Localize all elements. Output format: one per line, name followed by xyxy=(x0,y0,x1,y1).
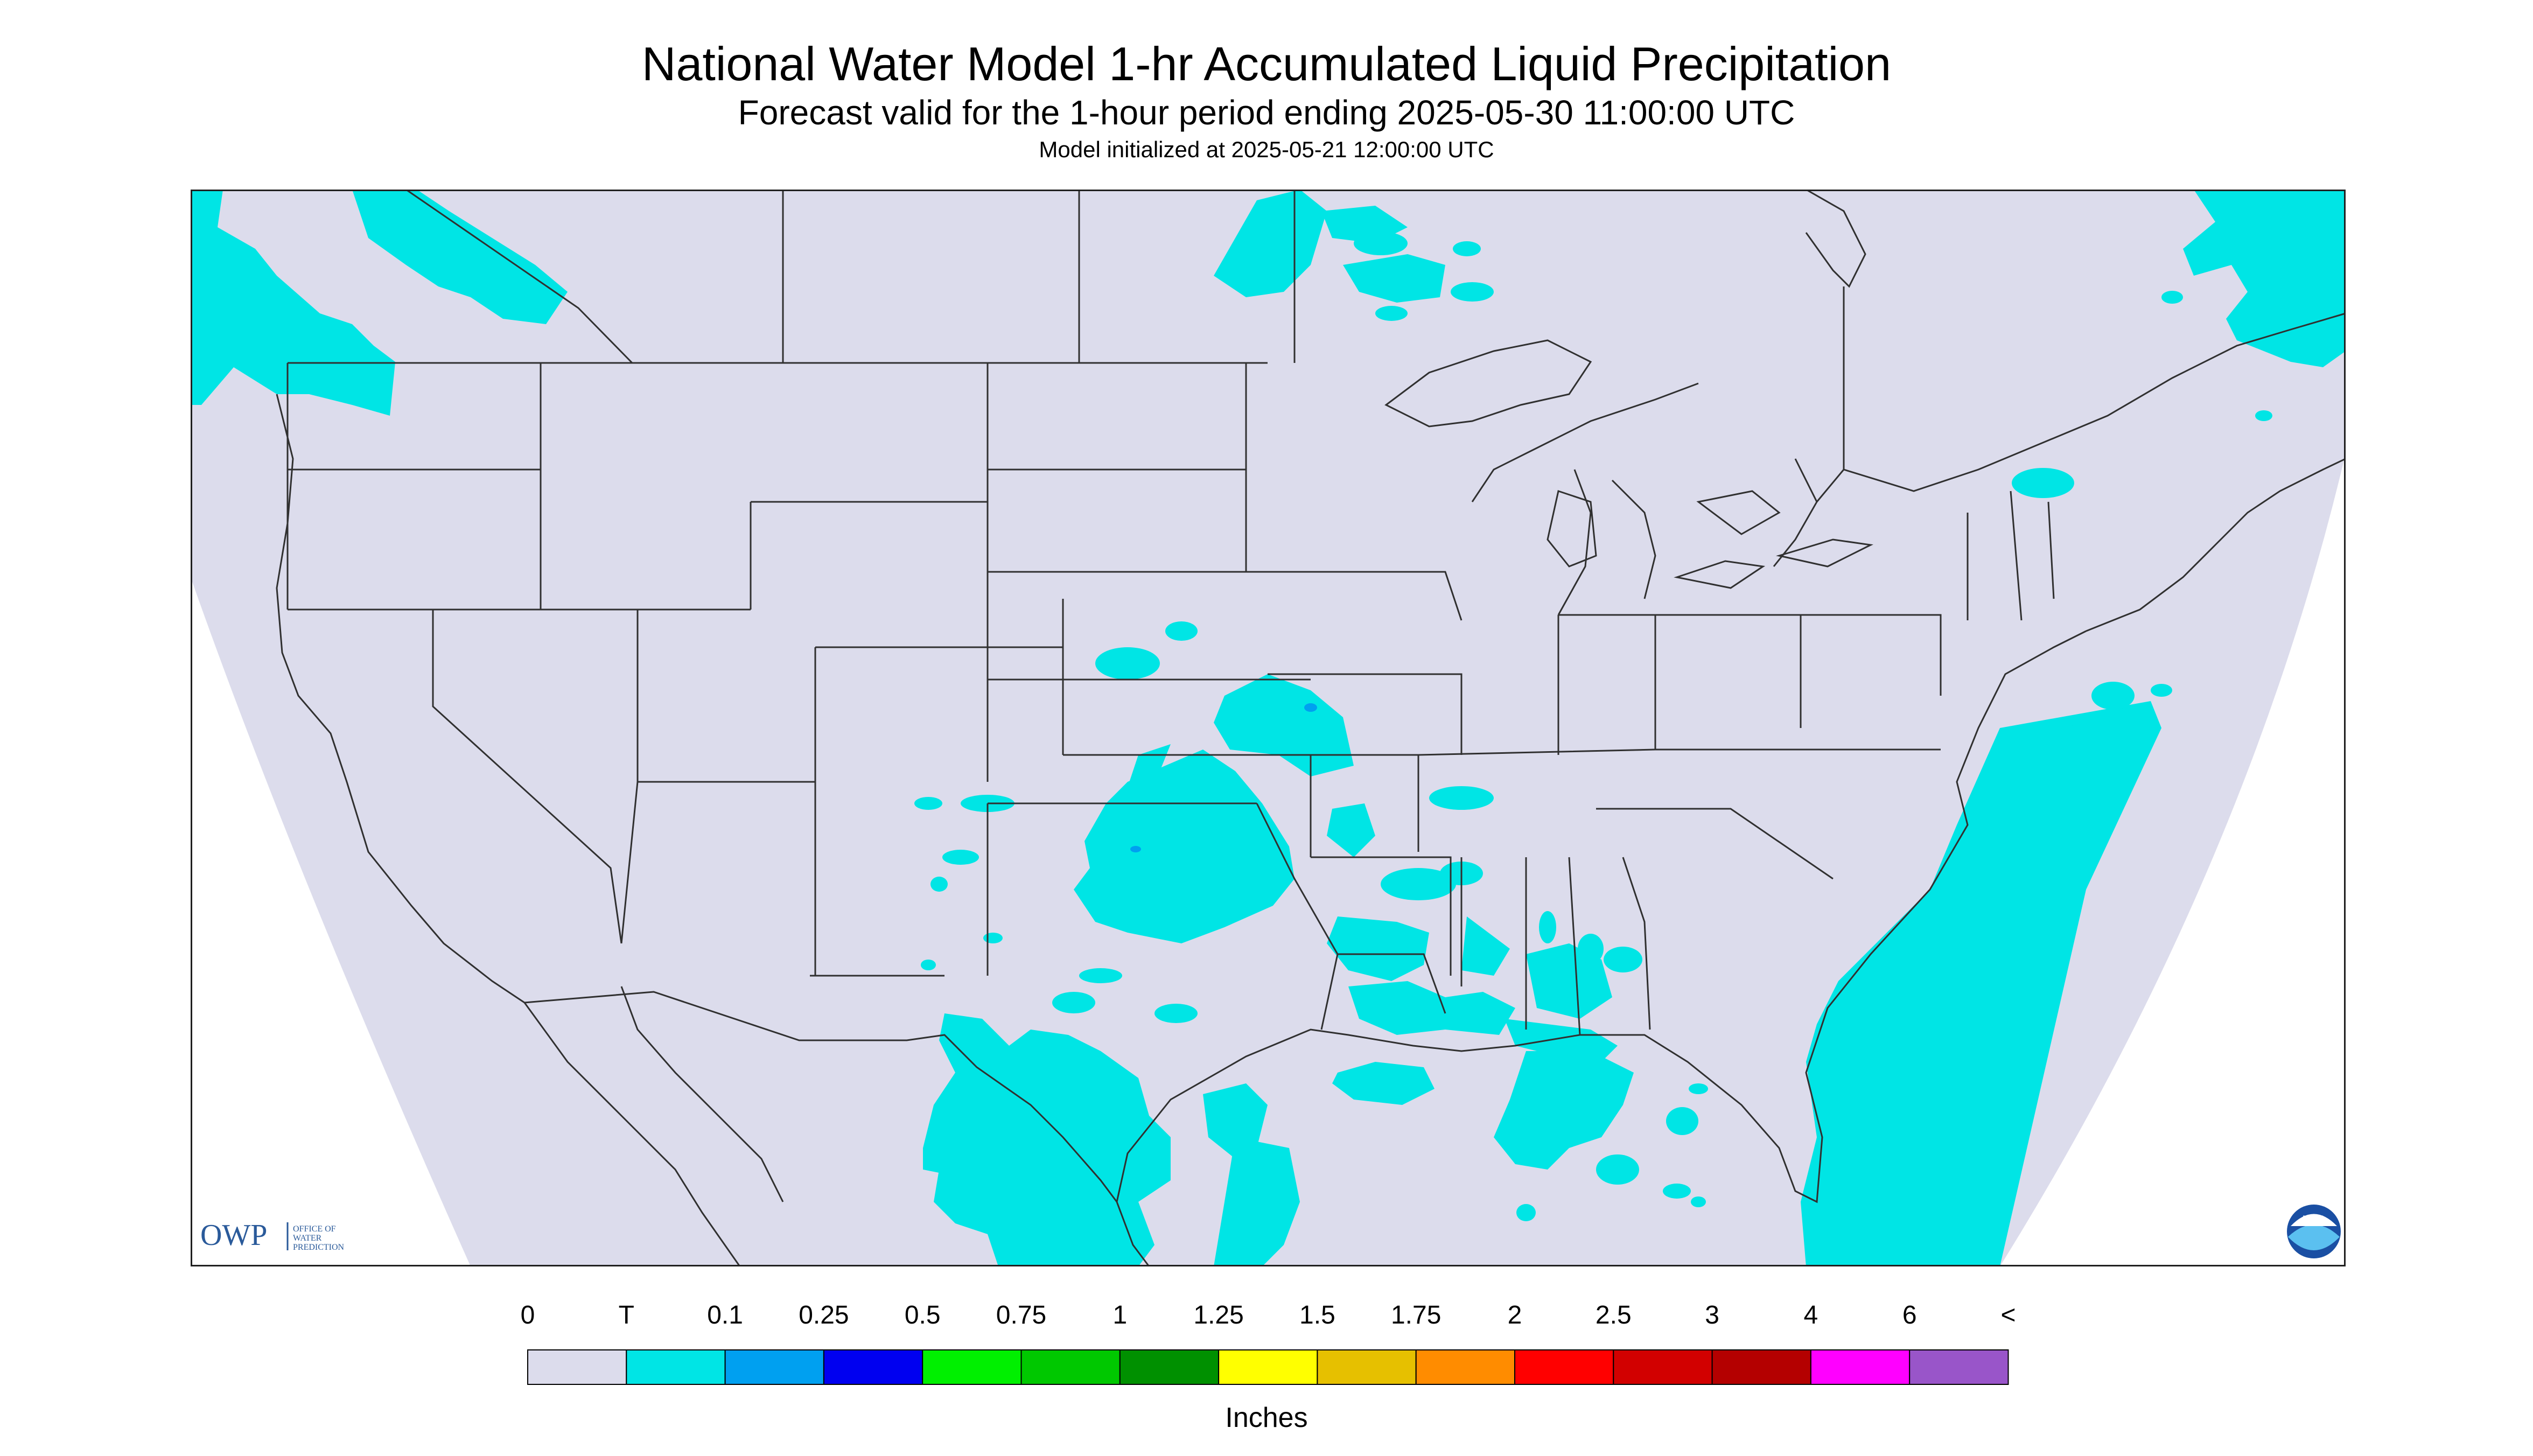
forecast-subtitle: Forecast valid for the 1-hour period end… xyxy=(738,93,1795,132)
color-legend: 0 T 0.1 0.25 0.5 0.75 1 1.25 1.5 1.75 2 2.5 3 4 6 < Inc… xyxy=(521,1301,2016,1433)
legend-tick-label: 0.75 xyxy=(996,1301,1046,1329)
legend-tick-label: 1 xyxy=(1112,1301,1127,1329)
legend-tick-label: 1.25 xyxy=(1193,1301,1243,1329)
legend-color-box xyxy=(1514,1349,1614,1385)
legend-color-box xyxy=(1711,1349,1811,1385)
legend-color-box xyxy=(724,1349,824,1385)
legend-tick-label: < xyxy=(2000,1301,2016,1329)
legend-color-box xyxy=(922,1349,1022,1385)
legend-color-box xyxy=(1415,1349,1515,1385)
legend-tick-labels: 0 T 0.1 0.25 0.5 0.75 1 1.25 1.5 1.75 2 2.5 3 4 6 < xyxy=(521,1301,2016,1329)
legend-tick-label: T xyxy=(619,1301,634,1329)
legend-tick-label: 0.25 xyxy=(799,1301,849,1329)
legend-color-box xyxy=(1317,1349,1417,1385)
legend-color-boxes xyxy=(527,1349,2009,1385)
owp-logo-line-2: WATER xyxy=(293,1234,322,1243)
legend-color-box xyxy=(823,1349,923,1385)
precip-trace-areas xyxy=(191,190,2346,1266)
legend-unit-label: Inches xyxy=(1225,1402,1307,1433)
precip-area-oklahoma-texas xyxy=(1074,750,1295,943)
gulf-coast xyxy=(1116,630,2087,1203)
legend-tick-label: 1.5 xyxy=(1299,1301,1335,1329)
noaa-logo-mark: NOAA xyxy=(2303,1214,2325,1222)
legend-tick-label: 2 xyxy=(1508,1301,1522,1329)
legend-tick-label: 6 xyxy=(1902,1301,1917,1329)
precip-area-bc xyxy=(352,190,568,324)
noaa-logo: NOAA xyxy=(2287,1205,2341,1258)
legend-color-box xyxy=(1020,1349,1121,1385)
legend-tick-label: 3 xyxy=(1705,1301,1719,1329)
owp-logo-line-1: OFFICE OF xyxy=(293,1224,336,1234)
precip-0-1-spots xyxy=(1130,703,1317,852)
legend-color-box xyxy=(1218,1349,1318,1385)
owp-logo: OWP OFFICE OF WATER PREDICTION xyxy=(200,1219,345,1252)
border-us-mexico xyxy=(524,991,1118,1202)
legend-color-box xyxy=(1119,1349,1220,1385)
legend-color-box xyxy=(1810,1349,1911,1385)
precip-area-missouri xyxy=(1214,674,1354,776)
owp-logo-line-3: PREDICTION xyxy=(293,1243,345,1252)
legend-tick-label: 0.1 xyxy=(707,1301,743,1329)
owp-logo-mark: OWP xyxy=(200,1219,267,1252)
legend-color-box xyxy=(527,1349,627,1385)
legend-tick-label: 0 xyxy=(521,1301,535,1329)
precip-area-manitoba xyxy=(1214,190,1327,297)
precip-area-gulf-east xyxy=(1494,1051,1634,1170)
map-title: National Water Model 1-hr Accumulated Li… xyxy=(641,37,1892,90)
precipitation-map: OWP OFFICE OF WATER PREDICTION NOAA xyxy=(191,190,2346,1266)
legend-tick-label: 1.75 xyxy=(1391,1301,1441,1329)
legend-color-box xyxy=(1909,1349,2009,1385)
precip-area-quebec-east xyxy=(2183,190,2346,367)
state-country-borders xyxy=(276,190,2346,1266)
legend-tick-label: 4 xyxy=(1804,1301,1818,1329)
legend-color-box xyxy=(626,1349,726,1385)
init-time-line: Model initialized at 2025-05-21 12:00:00… xyxy=(1039,137,1494,162)
precip-area-gulf-coast xyxy=(1348,981,1515,1035)
legend-tick-label: 0.5 xyxy=(905,1301,941,1329)
legend-color-box xyxy=(1613,1349,1713,1385)
precip-area-atlantic xyxy=(1801,701,2161,1266)
map-frame xyxy=(191,190,2346,1266)
legend-tick-label: 2.5 xyxy=(1596,1301,1632,1329)
precip-area-pacific-nw xyxy=(191,190,395,416)
northeast-coast xyxy=(2086,458,2346,632)
